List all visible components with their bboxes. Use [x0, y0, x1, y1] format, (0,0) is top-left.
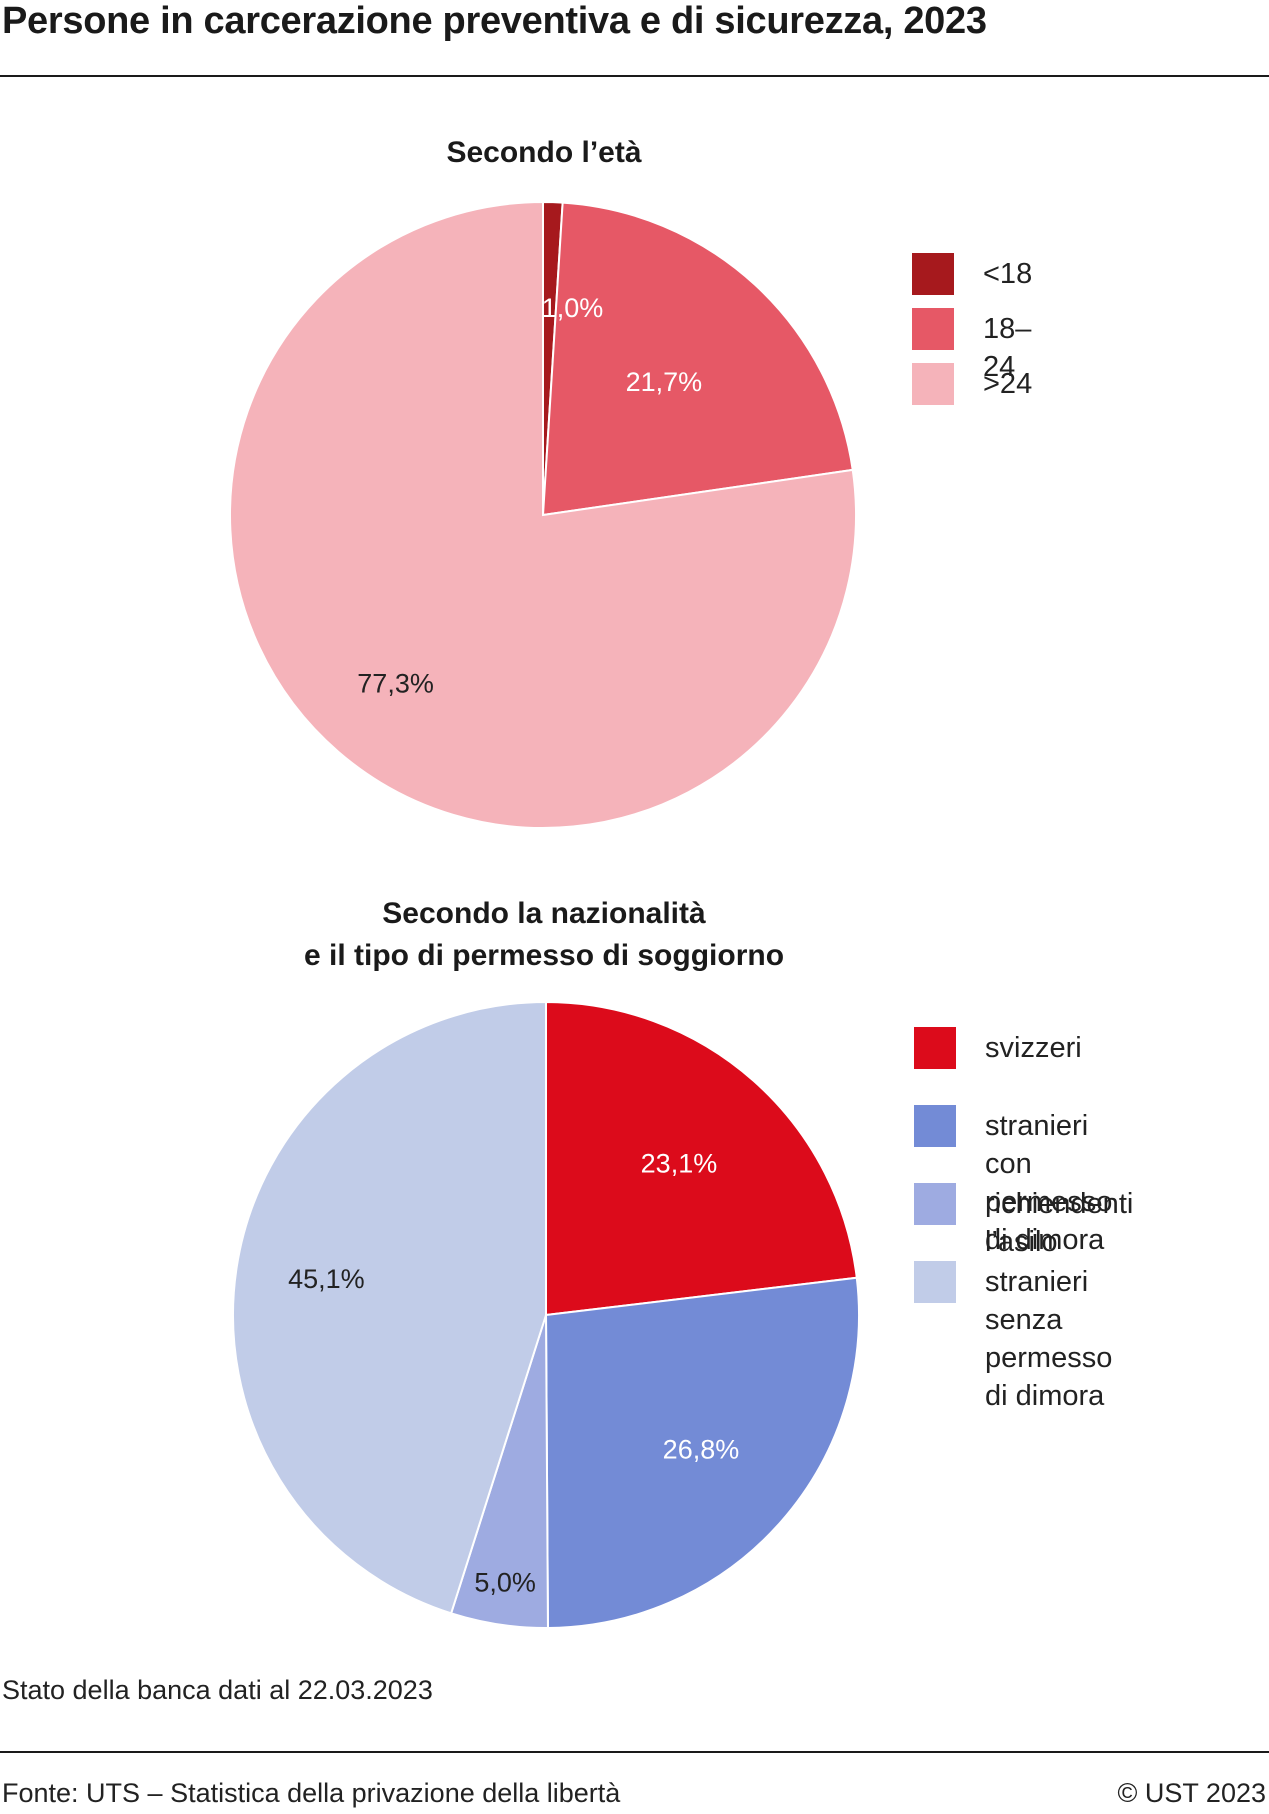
legend-swatch	[914, 1105, 956, 1147]
pie-value-label: 26,8%	[663, 1435, 740, 1465]
legend-label: >24	[983, 368, 1033, 400]
legend-swatch	[912, 363, 954, 405]
pie-value-label: 77,3%	[357, 669, 434, 699]
pie-chart-age: 1,0% 21,7% 77,3%	[229, 200, 857, 829]
pie-slice	[541, 201, 854, 517]
legend-label: stranieri con permesso di dimora	[985, 1110, 1113, 1256]
legend-swatch	[912, 253, 954, 295]
title-rule	[0, 75, 1269, 77]
legend-label: <18	[983, 258, 1033, 290]
legend-swatch	[914, 1183, 956, 1225]
copyright: © UST 2023	[1117, 1778, 1266, 1808]
legend-swatch	[914, 1261, 956, 1303]
pie-chart-nationality: 23,1% 26,8% 5,0% 45,1%	[232, 1000, 860, 1629]
legend-label: richiendenti l’asilo	[985, 1188, 1134, 1258]
footer-rule	[0, 1751, 1269, 1753]
chart-2-title: Secondo la nazionalità e il tipo di perm…	[194, 893, 894, 977]
pie-slice	[544, 1276, 860, 1629]
legend-label: stranieri senza permesso di dimora	[985, 1266, 1113, 1412]
pie-value-label: 23,1%	[641, 1148, 718, 1178]
legend-label: 18–24	[983, 313, 1032, 383]
source-note: Fonte: UTS – Statistica della privazione…	[2, 1778, 621, 1808]
pie-slice	[232, 1000, 547, 1615]
pie-value-label: 21,7%	[626, 367, 703, 397]
chart-1-title: Secondo l’età	[446, 136, 642, 169]
pie-value-label: 1,0%	[542, 293, 604, 323]
pie-value-label: 5,0%	[474, 1567, 536, 1597]
page-title: Persone in carcerazione preventiva e di …	[2, 0, 987, 42]
chart-2-title-line-1: Secondo la nazionalità	[382, 897, 706, 930]
legend-label: svizzeri	[985, 1032, 1082, 1064]
data-status-note: Stato della banca dati al 22.03.2023	[2, 1675, 433, 1705]
pie-slice	[545, 1000, 858, 1317]
chart-2-title-line-2: e il tipo di permesso di soggiorno	[303, 939, 785, 972]
legend-swatch	[914, 1027, 956, 1069]
pie-value-label: 45,1%	[288, 1264, 365, 1294]
legend-swatch	[912, 308, 954, 350]
pie-slice	[229, 200, 857, 829]
